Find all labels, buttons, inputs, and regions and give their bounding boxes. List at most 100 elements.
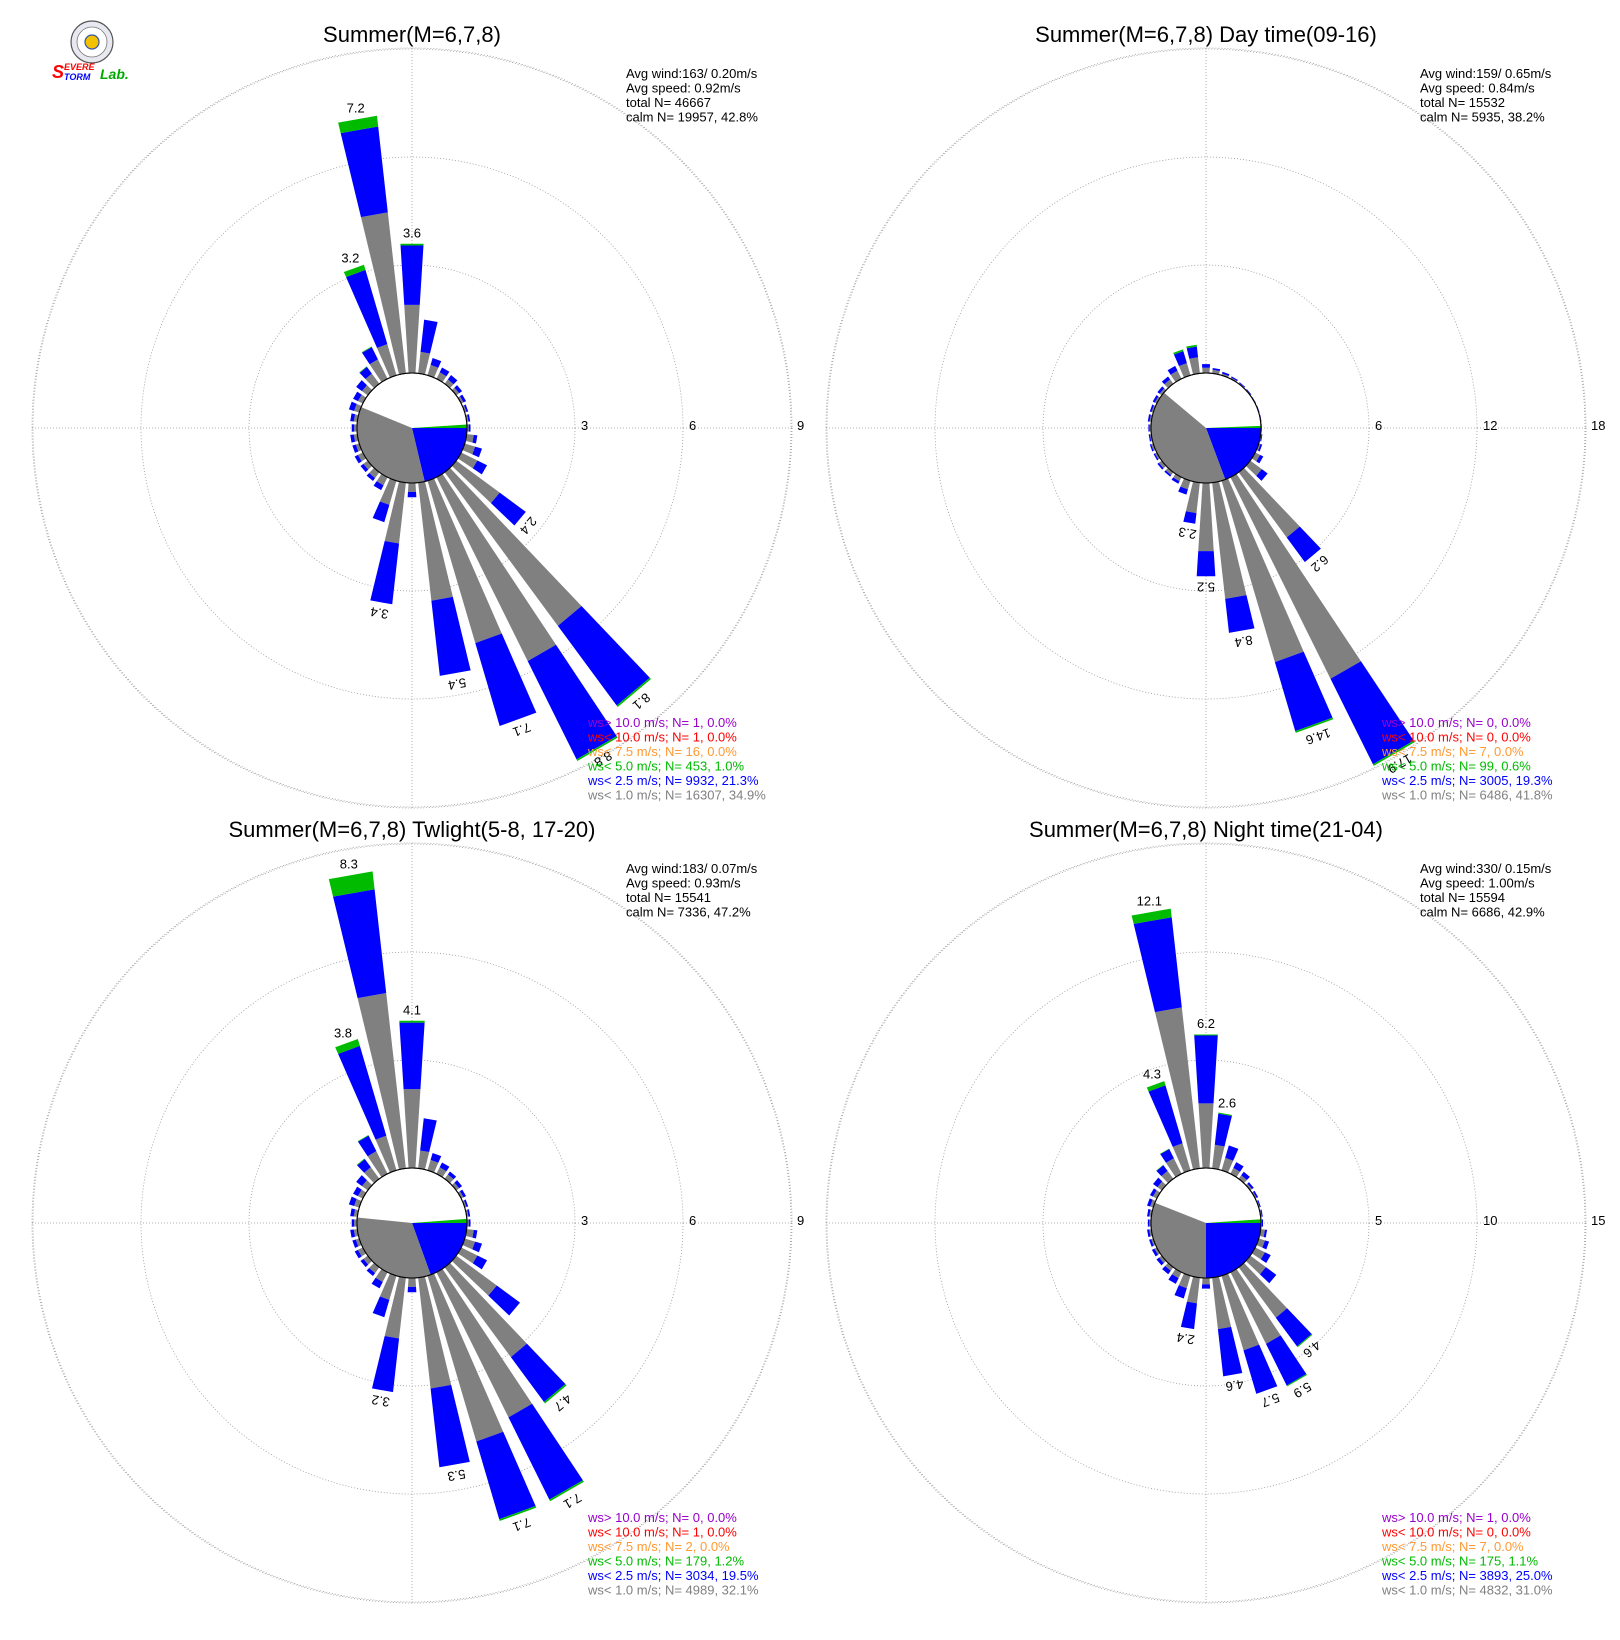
sector-bar-lt2_5 [1180,1301,1197,1330]
sector-bar-lt2_5 [372,1296,390,1318]
sector-bar-lt1 [1178,363,1191,378]
sector-bar-lt2_5 [1178,486,1188,495]
info-line: Avg speed: 1.00m/s [1420,876,1535,891]
sector-bar-lt2_5 [1258,444,1263,452]
bar-value-label: 4.1 [403,1002,421,1017]
sector-bar-lt2_5 [366,1268,376,1276]
sector-bar-lt1 [354,424,358,432]
sector-bar-lt2_5 [430,1152,442,1163]
sector-bar-lt1 [427,364,439,378]
sector-bar-lt2_5 [1257,1200,1261,1208]
sector-bar-lt2_5 [1201,364,1211,368]
sector-bar-lt1 [1166,1158,1182,1178]
sector-bar-lt1 [462,443,476,455]
wind-rose-panel: 3 6 93.88.34.14.77.17.15.33.2Summer(M=6,7,… [31,817,804,1604]
sector-bar-lt2_5 [1217,1326,1243,1377]
sector-bar-lt2_5 [350,434,356,443]
sector-bar-lt2_5 [439,367,450,377]
sector-bar-lt1 [427,1273,504,1442]
sector-bar-lt5 [543,1384,567,1404]
sector-bar-lt1 [1251,1247,1265,1260]
calm-pie-lt1 [357,407,425,483]
sector-bar-lt2_5 [1149,1188,1157,1197]
sector-bar-lt1 [418,1276,452,1389]
sector-bar-lt2_5 [352,1239,359,1248]
legend-entry: ws< 10.0 m/s; N= 1, 0.0% [587,730,737,745]
sector-bar-lt2_5 [352,444,359,453]
bar-value-label: 8.4 [1233,632,1253,650]
calm-circle-outline [1150,372,1262,484]
calm-pie-lt5 [412,424,467,428]
info-line: total N= 46667 [626,95,711,110]
sector-bar-lt1 [1154,1247,1161,1255]
sector-bar-lt2_5 [430,1384,470,1468]
sector-bar-lt1 [436,1268,533,1418]
sector-bar-lt1 [369,359,388,383]
sector-bar-lt2_5 [1239,382,1246,388]
sector-bar-lt2_5 [1162,1265,1171,1275]
ring-label: 6 [689,418,696,433]
sector-bar-lt2_5 [350,1229,356,1238]
sector-bar-lt2_5 [557,606,650,706]
sector-bar-lt2_5 [353,1186,362,1197]
sector-bar-lt1 [1180,478,1191,490]
sector-bar-lt1 [363,460,373,470]
sector-bar-lt1 [407,1277,417,1287]
sector-bar-lt2_5 [1148,1085,1183,1147]
sector-bar-lt2_5 [1148,424,1150,432]
sector-bar-lt2_5 [1225,595,1255,633]
calm-circle-outline [1150,1167,1262,1279]
calm-pie-lt5 [1206,1219,1261,1223]
sector-bar-lt2_5 [464,404,469,412]
sector-bar-lt2_5 [353,391,362,402]
sector-bar-lt1 [365,373,380,389]
legend-entry: ws< 2.5 m/s; N= 3005, 19.3% [1381,773,1553,788]
sector-bar-lt2_5 [1149,444,1154,452]
sector-bar-lt1 [357,993,406,1170]
panel-title: Summer(M=6,7,8) Day time(09-16) [1035,22,1377,47]
sector-bar-lt2_5 [350,413,356,422]
ring-label: 3 [581,418,588,433]
sector-bar-lt2_5 [351,1219,355,1227]
sector-bar-lt1 [457,396,464,404]
sector-bar-lt2_5 [1253,1190,1259,1198]
sector-bar-lt2_5 [1265,1335,1307,1386]
sector-bar-lt2_5 [472,1241,483,1253]
sector-bar-lt2_5 [1252,397,1257,404]
sector-bar-lt2_5 [475,633,537,726]
bar-value-label: 2.3 [1177,524,1197,542]
sector-bar-lt2_5 [510,1343,566,1403]
sector-bar-lt1 [375,1268,388,1282]
info-line: Avg wind:163/ 0.20m/s [626,66,758,81]
sector-bar-lt1 [465,1229,474,1238]
calm-circle-outline [356,372,468,484]
sector-bar-lt2_5 [454,385,463,394]
sector-bar-lt2_5 [1153,453,1159,461]
sector-bar-lt1 [1151,1238,1156,1246]
sector-bar-lt1 [1230,473,1361,679]
sector-bar-lt1 [1165,1262,1174,1271]
sector-bar-lt1 [357,394,367,404]
bar-value-label: 7.1 [511,1515,533,1535]
legend-entry: ws< 1.0 m/s; N= 16307, 34.9% [587,788,766,803]
sector-bar-lt1 [1221,373,1229,378]
sector-bar-lt2_5 [1212,367,1221,372]
sector-bar-lt2_5 [372,501,390,523]
sector-bar-lt5 [1160,1148,1170,1155]
calm-pie-lt5 [1206,425,1261,428]
calm-pie-lt2_5 [1206,428,1261,480]
legend-entry: ws< 1.0 m/s; N= 6486, 41.8% [1381,788,1553,803]
sector-bar-lt5 [328,871,375,897]
sector-bar-lt2_5 [1149,1239,1154,1247]
legend-entry: ws< 10.0 m/s; N= 0, 0.0% [1381,1525,1531,1540]
sector-bar-lt2_5 [371,1277,383,1289]
ring-label: 5 [1375,1213,1382,1228]
sector-bar-lt1 [418,1150,430,1170]
sector-bar-lt1 [1238,1262,1288,1318]
sector-bar-lt1 [377,344,397,378]
calm-pie-lt5 [412,1218,468,1223]
legend-entry: ws< 10.0 m/s; N= 1, 0.0% [587,1525,737,1540]
sector-bar-lt1 [451,1255,497,1296]
sector-bar-lt2_5 [1260,1209,1263,1217]
sector-bar-lt2_5 [359,366,372,380]
